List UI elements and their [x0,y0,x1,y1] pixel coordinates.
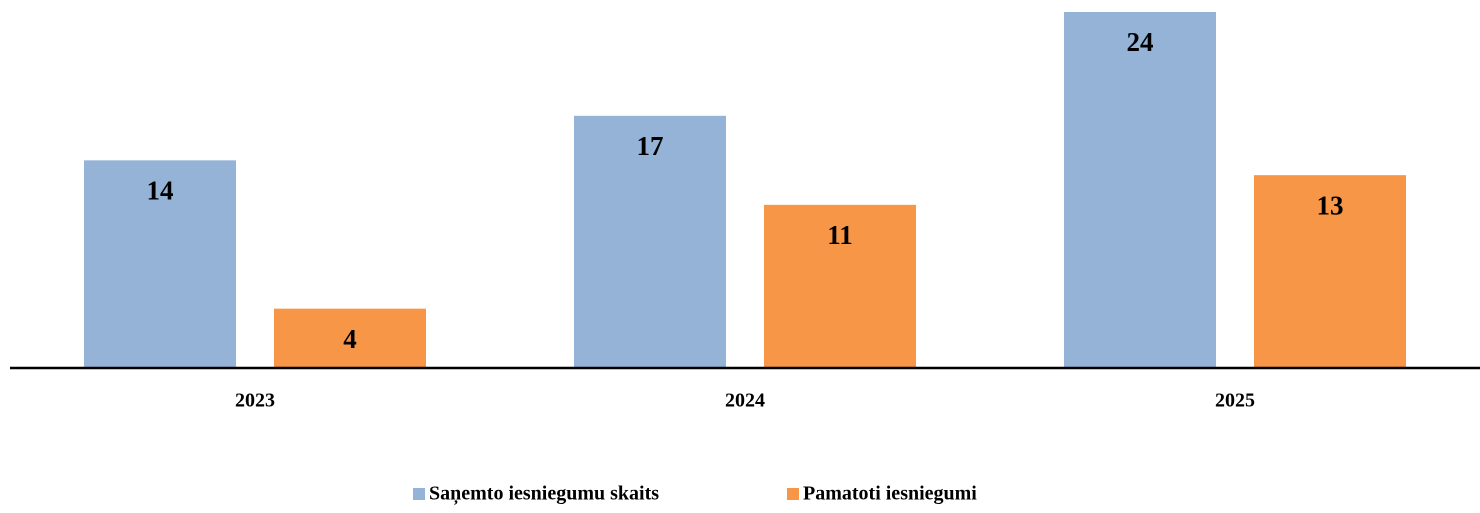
x-tick-label: 2024 [725,390,765,412]
data-label: 11 [827,220,853,250]
data-label: 17 [637,131,664,161]
legend-label: Saņemto iesniegumu skaits [429,483,659,506]
bar [764,204,916,368]
bar [84,160,236,368]
data-label: 13 [1317,190,1344,220]
bar [1254,175,1406,368]
data-label: 4 [343,324,357,354]
bar [274,308,426,368]
x-tick-label: 2025 [1215,390,1255,412]
data-label: 24 [1127,27,1154,57]
bar [574,115,726,368]
legend-swatch [413,488,425,500]
x-tick-label: 2023 [235,390,275,412]
data-label: 14 [147,176,174,206]
legend-swatch [787,488,799,500]
legend-label: Pamatoti iesniegumi [803,483,977,505]
bar [1064,12,1216,368]
